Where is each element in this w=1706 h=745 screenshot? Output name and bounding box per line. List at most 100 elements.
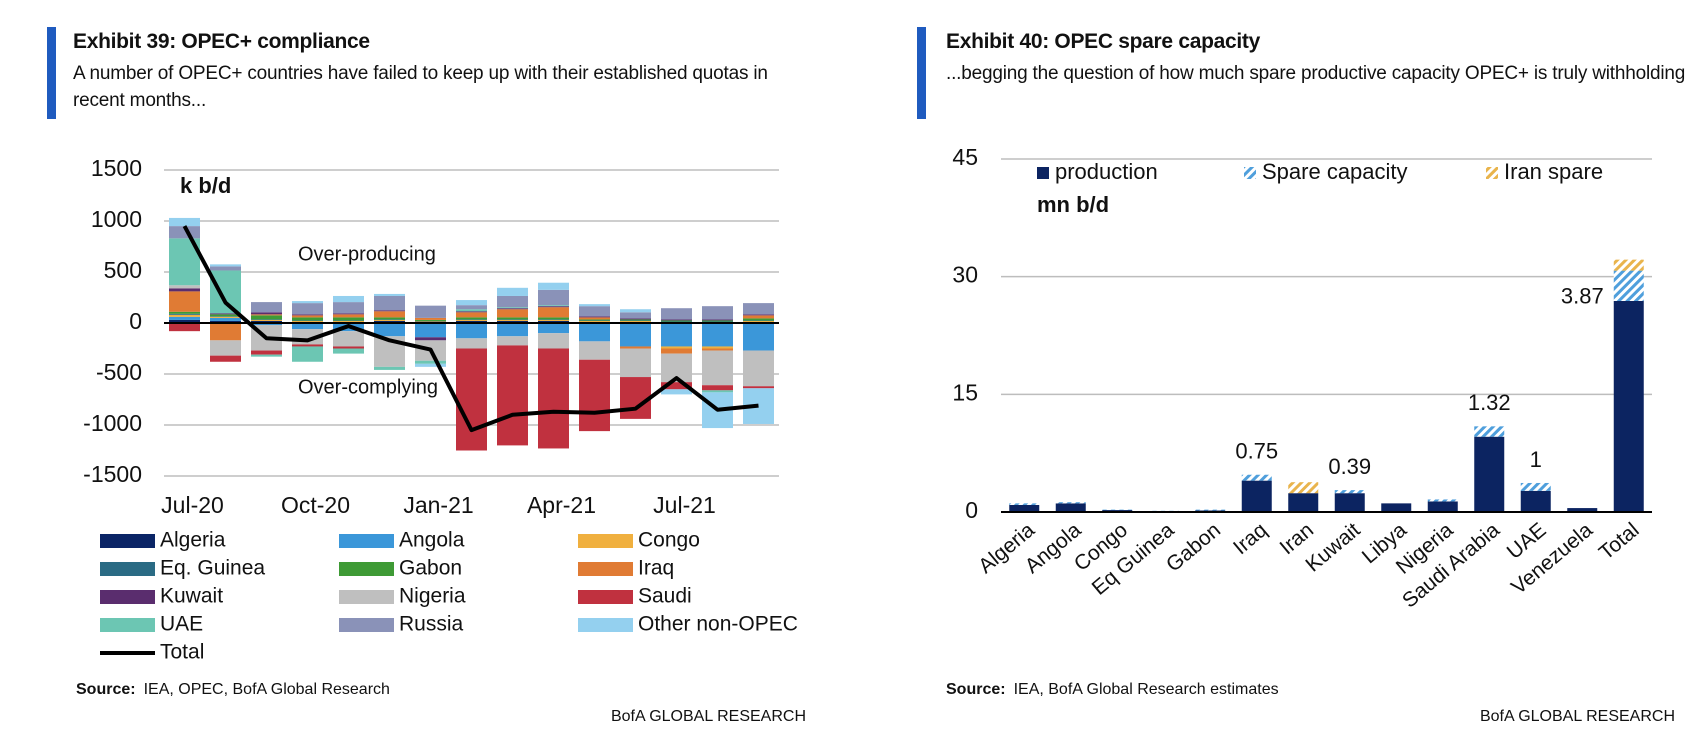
bar-segment (497, 308, 528, 310)
bar-segment (169, 285, 200, 289)
bar-segment (251, 354, 282, 357)
bar-segment (579, 304, 610, 307)
bar-segment (292, 303, 323, 315)
bar-segment (1334, 493, 1365, 512)
bar-segment (620, 377, 651, 419)
y-tick-label: 45 (952, 144, 978, 170)
bar-segment (415, 321, 446, 322)
bar-segment (251, 319, 282, 320)
bar-segment (210, 313, 241, 315)
bar-segment (620, 319, 651, 321)
bar-segment (210, 355, 241, 362)
legend-swatch (339, 590, 394, 604)
bar-segment (169, 226, 200, 239)
bar-segment (1520, 490, 1551, 512)
legend-label: Iran spare (1504, 159, 1603, 184)
y-tick-label: -1000 (83, 410, 142, 436)
bar-segment (456, 300, 487, 306)
bar-segment (620, 323, 651, 347)
bar-segment (1381, 503, 1412, 512)
bar-segment (251, 319, 282, 321)
bar-segment (292, 317, 323, 321)
bar-segment (333, 314, 364, 318)
value-label: 3.87 (1561, 283, 1604, 308)
bar-segment (538, 306, 569, 308)
bar-segment (1241, 474, 1272, 481)
bar-segment (292, 344, 323, 347)
bar-segment (497, 295, 528, 308)
bar-segment (292, 315, 323, 318)
bar-segment (1474, 426, 1505, 437)
legend-swatch (1486, 167, 1498, 179)
bar-segment (374, 311, 405, 318)
legend-swatch (100, 562, 155, 576)
bar-segment (743, 314, 774, 316)
bar-segment (456, 348, 487, 451)
y-tick-label: 1500 (91, 155, 142, 181)
legend-label: Spare capacity (1262, 159, 1408, 184)
bar-segment (702, 306, 733, 320)
annotation: Over-producing (298, 243, 436, 265)
bar-segment (169, 311, 200, 314)
legend-label: Eq. Guinea (160, 557, 265, 580)
x-tick-label: Jul-20 (161, 492, 224, 518)
legend-swatch (100, 534, 155, 548)
legend-swatch (578, 534, 633, 548)
unit-label: k b/d (180, 173, 231, 198)
bar-segment (251, 302, 282, 313)
bar-segment (210, 317, 241, 321)
bar-segment (743, 320, 774, 322)
legend-label: Saudi (638, 585, 692, 608)
bar-segment (210, 316, 241, 318)
legend-label: Angola (399, 529, 465, 552)
bar-segment (579, 323, 610, 342)
bar-segment (415, 337, 446, 341)
chart-title: Exhibit 39: OPEC+ compliance (73, 30, 370, 53)
x-tick-label: Kuwait (1301, 518, 1364, 576)
bar-segment (1474, 436, 1505, 512)
value-label: 0.39 (1328, 454, 1371, 479)
y-tick-label: 500 (104, 257, 142, 283)
bar-segment (579, 359, 610, 432)
bar-segment (579, 317, 610, 320)
legend-label: Nigeria (399, 585, 466, 608)
bar-segment (374, 319, 405, 321)
y-tick-label: 1000 (91, 206, 142, 232)
accent-bar (917, 27, 926, 119)
bar-segment (169, 314, 200, 317)
legend-swatch (1037, 167, 1049, 179)
bar-segment (292, 320, 323, 322)
bar-segment (497, 336, 528, 346)
x-tick-label: Apr-21 (527, 492, 596, 518)
legend-label: Total (160, 641, 204, 664)
bar-segment (1613, 300, 1644, 512)
bar-segment (292, 346, 323, 362)
bar-segment (538, 317, 569, 320)
bar-segment (415, 323, 446, 338)
bar-segment (169, 313, 200, 315)
legend-swatch (578, 590, 633, 604)
bar-segment (210, 323, 241, 341)
bar-segment (538, 307, 569, 318)
bar-segment (579, 320, 610, 321)
x-tick-label: Iraq (1229, 518, 1272, 559)
bar-segment (538, 289, 569, 306)
bar-segment (210, 316, 241, 317)
x-tick-label: Gabon (1162, 518, 1225, 576)
y-tick-label: 0 (965, 497, 978, 523)
bar-segment (1613, 259, 1644, 271)
bar-segment (374, 295, 405, 311)
bar-segment (251, 323, 282, 326)
bar-segment (210, 340, 241, 356)
value-label: 1 (1530, 447, 1542, 472)
bar-segment (251, 312, 282, 315)
bar-segment (661, 321, 692, 322)
bar-segment (374, 323, 405, 337)
bar-segment (251, 320, 282, 323)
value-label: 0.75 (1235, 439, 1278, 464)
bar-segment (333, 302, 364, 314)
bar-segment (169, 323, 200, 332)
bar-segment (415, 305, 446, 318)
bar-segment (169, 217, 200, 227)
bar-segment (1241, 480, 1272, 512)
